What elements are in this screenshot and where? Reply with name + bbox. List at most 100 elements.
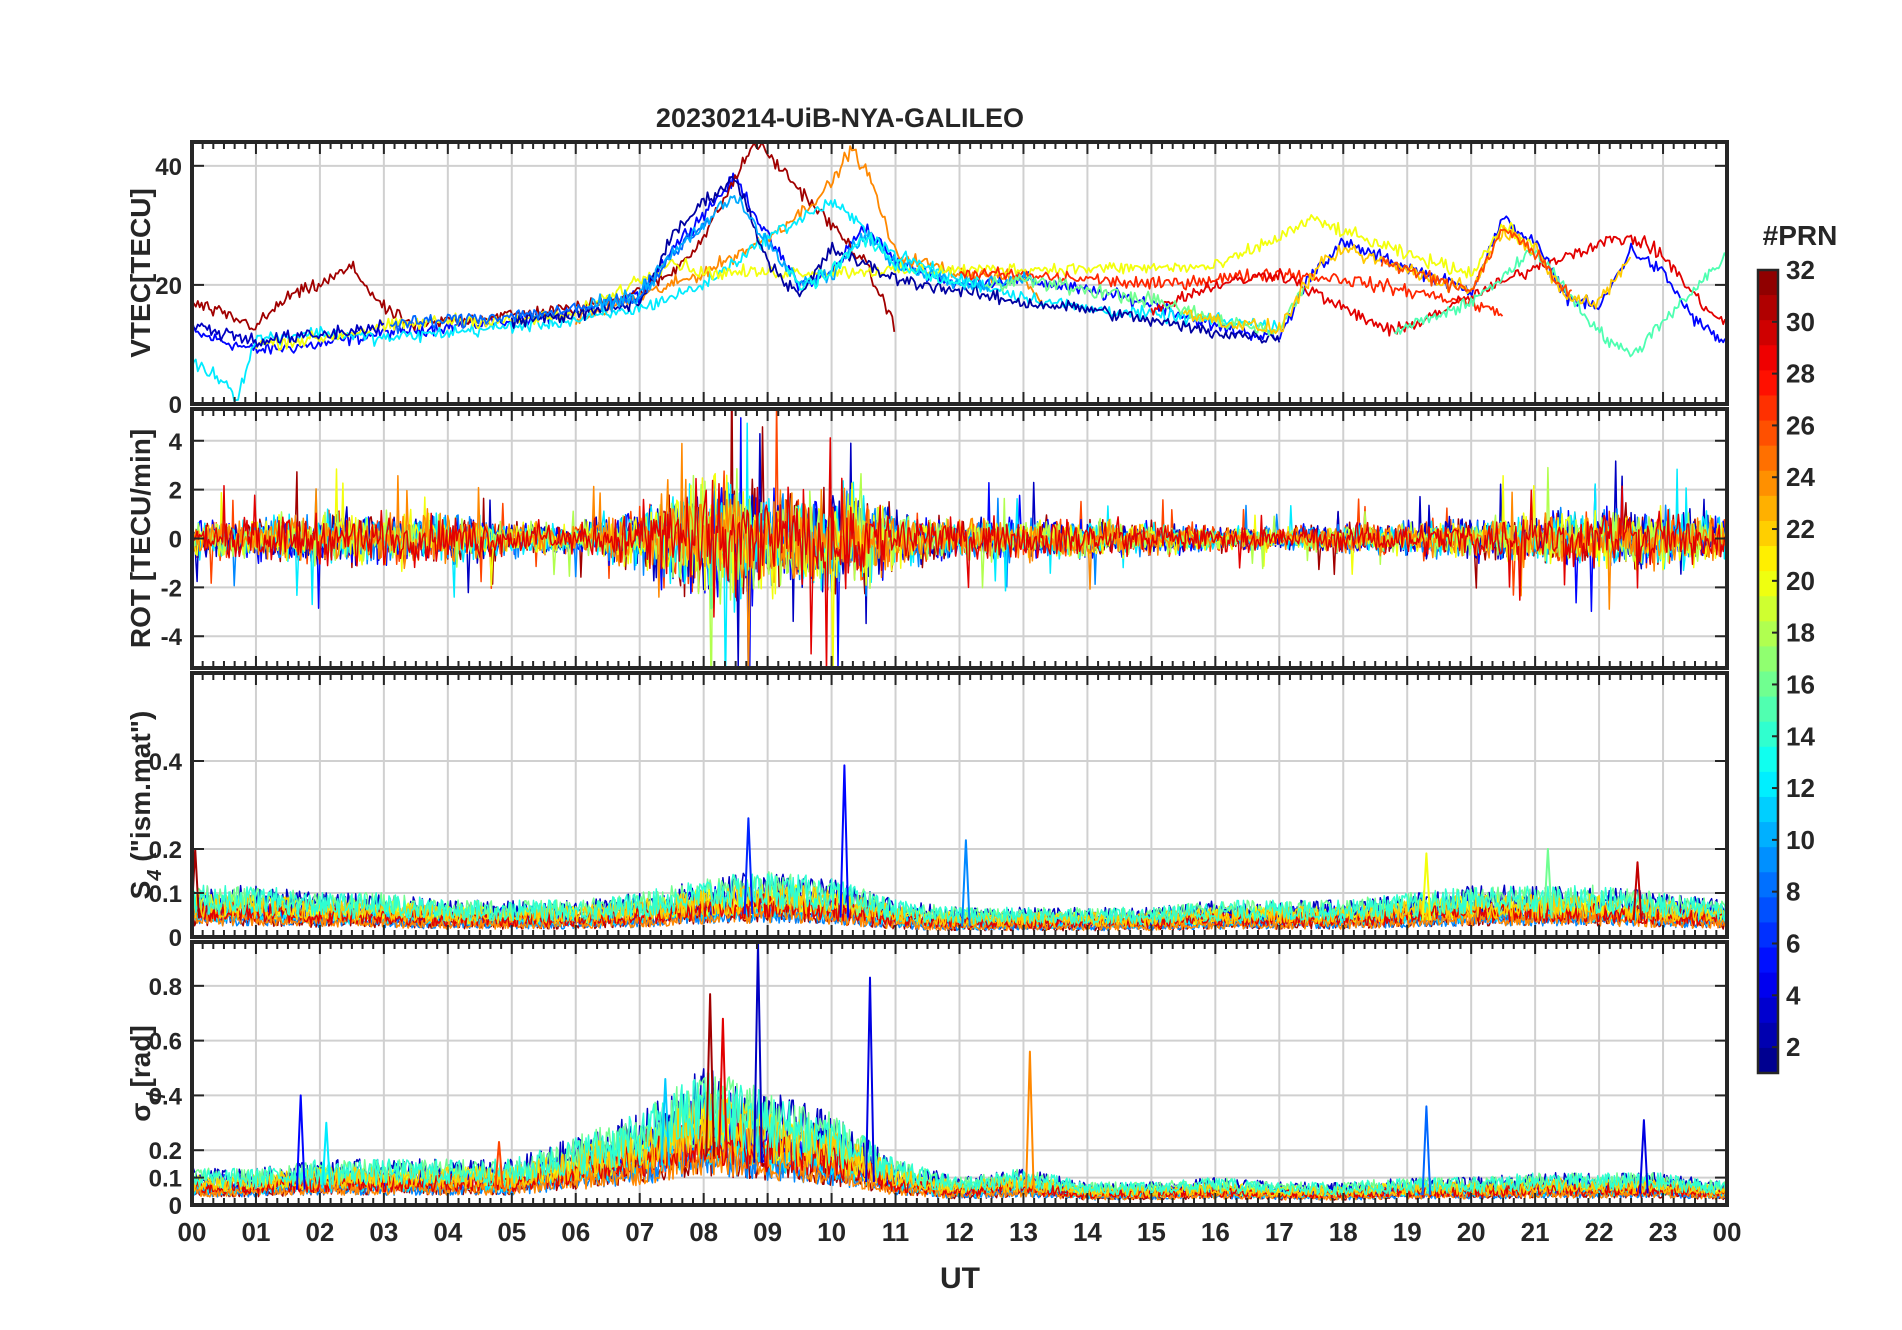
xtick-label-10: 10: [817, 1217, 846, 1247]
vtec-line-prn-12: [192, 199, 1279, 402]
colorbar-segment: [1758, 370, 1778, 396]
ytick-label-rot-0: -4: [161, 624, 183, 651]
sigma_phi-peak-9: [321, 1121, 332, 1189]
colorbar-tick-label-2: 6: [1786, 928, 1800, 958]
sigma_phi-peak-10: [494, 1141, 504, 1189]
s4-peak-6: [1632, 861, 1643, 921]
panel-vtec: 0 20 40 VTEC[TECU]: [125, 140, 1729, 419]
colorbar-segment: [1758, 345, 1778, 371]
ytick-label-s4-1: 0.1: [149, 881, 182, 908]
colorbar-segment: [1758, 1047, 1778, 1074]
ylabel-s4: S4 ("ism.mat"): [125, 711, 166, 900]
ytick-label-s4-0: 0: [169, 925, 182, 952]
colorbar-tick-label-9: 20: [1786, 566, 1815, 596]
vtec-line-prn-2: [510, 176, 1281, 344]
s4-peak-4: [1421, 852, 1432, 921]
ylabel-rot: ROT [TECU/min]: [125, 429, 156, 648]
xtick-label-0: 00: [178, 1217, 207, 1247]
xtick-label-4: 04: [433, 1217, 462, 1247]
x-axis-label: UT: [940, 1262, 980, 1295]
colorbar-segment: [1758, 295, 1778, 321]
ytick-label-rot-4: 4: [169, 429, 183, 456]
vtec-line-prn-22: [1182, 224, 1632, 335]
sigma_phi-peak-5: [660, 1078, 671, 1166]
colorbar-title: #PRN: [1763, 220, 1838, 251]
vtec-line-prn-3: [192, 319, 385, 348]
ytick-label-sigma_phi-2: 0.2: [149, 1138, 182, 1165]
s4-peak-2: [961, 839, 971, 927]
ytick-label-vtec-0: 0: [169, 392, 182, 419]
colorbar-segment: [1758, 621, 1778, 647]
panel-sigma_phi: 00.10.20.40.60.8σϕ[rad]: [125, 940, 1729, 1220]
xtick-label-8: 08: [689, 1217, 718, 1247]
xtick-label-21: 21: [1521, 1217, 1550, 1247]
ytick-label-vtec-1: 20: [155, 273, 182, 300]
vtec-line-prn-31: [192, 142, 896, 333]
colorbar-segment: [1758, 796, 1778, 823]
xtick-label-17: 17: [1265, 1217, 1294, 1247]
colorbar-tick-label-10: 22: [1786, 514, 1815, 544]
colorbar-tick-label-7: 16: [1786, 669, 1815, 699]
colorbar-segment: [1758, 972, 1778, 999]
xtick-label-6: 06: [561, 1217, 590, 1247]
xtick-label-24: 00: [1713, 1217, 1742, 1247]
xtick-label-9: 09: [753, 1217, 782, 1247]
colorbar-segment: [1758, 822, 1778, 848]
data-vtec: [192, 142, 1727, 402]
colorbar-tick-label-11: 24: [1786, 462, 1815, 492]
xtick-label-2: 02: [305, 1217, 334, 1247]
panel-s4: 0 0.1 0.2 0.4S4 ("ism.mat"): [125, 671, 1729, 952]
colorbar-segment: [1758, 420, 1778, 447]
colorbar-frame: [1756, 268, 1780, 1075]
sigma_phi-peak-0: [753, 942, 763, 1163]
xtick-label-16: 16: [1201, 1217, 1230, 1247]
ytick-label-rot-1: -2: [161, 575, 182, 602]
sigma_phi-peak-2: [705, 993, 715, 1157]
sigma_phi-peak-6: [295, 1094, 306, 1190]
x-tick-labels: 00 01 02 03 04 05 06 07 08 09 10 11 12 13 14 15 16 17 18 19…: [178, 1217, 1742, 1247]
xtick-label-19: 19: [1393, 1217, 1422, 1247]
colorbar-segment: [1758, 520, 1778, 547]
sigma_phi-peak-7: [1421, 1105, 1432, 1196]
ytick-label-sigma_phi-1: 0.1: [149, 1166, 182, 1193]
data-rot: [192, 409, 1727, 668]
ytick-label-sigma_phi-3: 0.4: [149, 1083, 183, 1110]
xtick-label-13: 13: [1009, 1217, 1038, 1247]
vtec-line-prn-27: [958, 266, 1504, 317]
xtick-label-7: 07: [625, 1217, 654, 1247]
ticks-vtec: [191, 142, 1728, 405]
s4-peak-5: [1543, 848, 1553, 919]
colorbar-tick-label-12: 26: [1786, 410, 1815, 440]
vtec-line-prn-20: [255, 214, 1535, 351]
colorbar-segment: [1758, 696, 1778, 723]
colorbar-tick-label-6: 14: [1786, 721, 1815, 751]
colorbar-segment: [1758, 395, 1778, 422]
colorbar-segment: [1758, 847, 1778, 873]
colorbar-segment: [1758, 270, 1778, 296]
ytick-label-s4-2: 0.2: [149, 837, 182, 864]
colorbar-segment: [1758, 470, 1778, 497]
colorbar-segment: [1758, 320, 1778, 346]
colorbar-segment: [1758, 646, 1778, 672]
vtec-line-prn-24: [574, 145, 1043, 325]
vtec-line-prn-26: [1380, 228, 1573, 298]
colorbar-segment: [1758, 546, 1778, 572]
rot-line-prn-29: [192, 437, 1727, 668]
colorbar-segment: [1758, 596, 1778, 622]
ytick-label-sigma_phi-0: 0: [169, 1193, 182, 1220]
xtick-label-23: 23: [1649, 1217, 1678, 1247]
colorbar-segment: [1758, 671, 1778, 698]
colorbar-tick-label-13: 28: [1786, 359, 1815, 389]
xtick-label-22: 22: [1585, 1217, 1614, 1247]
vtec-line-prn-8: [389, 218, 710, 335]
sigma_phi-peak-3: [718, 1017, 728, 1159]
colorbar-tick-label-14: 30: [1786, 307, 1815, 337]
xtick-label-12: 12: [945, 1217, 974, 1247]
colorbar-segment: [1758, 571, 1778, 597]
s4-peak-0: [839, 764, 850, 918]
s4-peak-1: [743, 817, 754, 915]
s4-line-prn-14: [192, 873, 1727, 926]
